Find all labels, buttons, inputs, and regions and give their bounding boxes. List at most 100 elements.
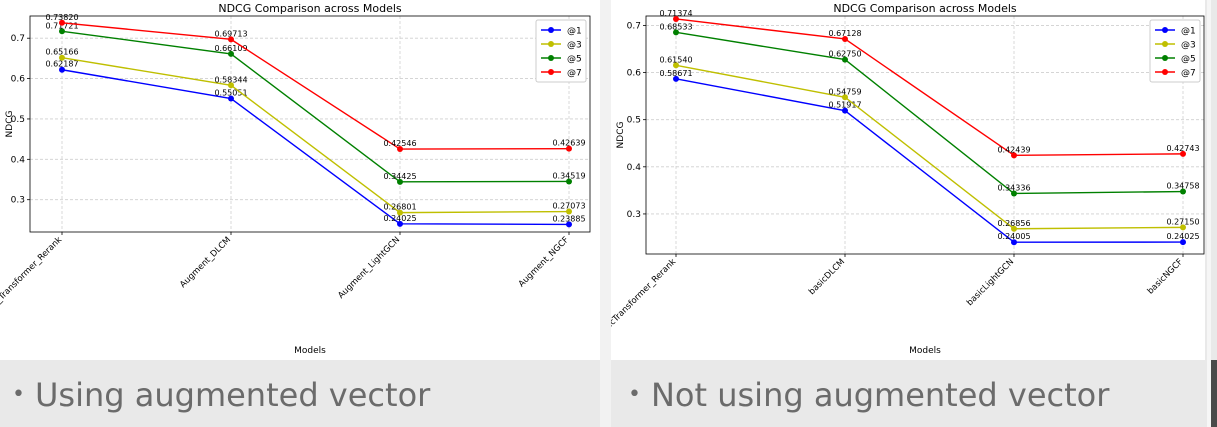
data-point <box>1011 152 1017 159</box>
y-tick-label: 0.3 <box>627 210 641 220</box>
series-line <box>61 30 570 183</box>
data-label: 0.34336 <box>997 184 1030 193</box>
legend-box <box>535 19 587 83</box>
data-label: 0.42546 <box>383 139 416 148</box>
series-line <box>61 57 570 214</box>
x-tick-label: basicLightGCN <box>965 257 1016 308</box>
y-tick-label: 0.6 <box>11 75 26 85</box>
x-tick-label: basicDLCM <box>807 257 847 297</box>
scrollbar-edge <box>1211 360 1217 427</box>
data-point <box>397 209 403 216</box>
data-label: 0.42639 <box>552 139 585 148</box>
legend-marker <box>1162 69 1168 75</box>
ndcg-chart-basic: NDCG Comparison across Models 0.3 0.4 0.5 0.… <box>595 2 1205 356</box>
data-label: 0.54759 <box>828 87 861 96</box>
data-label: 0.27073 <box>552 202 585 211</box>
data-label: 0.61540 <box>659 55 692 64</box>
x-tick-label: Augment_LightGCN <box>336 235 402 301</box>
y-tick-label: 0.5 <box>11 115 25 125</box>
caption-not-augmented: • Not using augmented vector <box>628 376 1109 414</box>
legend-entry: @7 <box>567 69 582 79</box>
panel-divider <box>600 0 611 427</box>
legend-entry: @3 <box>1181 41 1196 51</box>
legend-marker <box>1162 27 1168 33</box>
legend-entry: @1 <box>567 27 582 37</box>
caption-augmented: • Using augmented vector <box>12 376 430 414</box>
chart-panel-basic: NDCG Comparison across Models 0.3 0.4 0.5 0.… <box>595 0 1205 360</box>
y-tick-label: 0.7 <box>11 34 25 44</box>
legend-box <box>1149 19 1201 83</box>
data-label: 0.51917 <box>828 101 861 110</box>
legend-marker <box>1162 55 1168 61</box>
data-point <box>228 36 234 43</box>
data-label: 0.27150 <box>1166 217 1199 226</box>
data-label: 0.62750 <box>828 50 861 59</box>
y-tick-label: 0.7 <box>627 21 641 31</box>
data-point <box>673 75 679 82</box>
data-point <box>397 178 403 185</box>
data-point <box>1011 225 1017 232</box>
series-line <box>675 31 1184 195</box>
plot-frame <box>645 15 1205 255</box>
data-point <box>673 29 679 36</box>
data-point <box>59 19 65 26</box>
data-point <box>397 220 403 227</box>
data-label: 0.34425 <box>383 172 416 181</box>
legend-marker <box>548 27 554 33</box>
caption-not-augmented-text: Not using augmented vector <box>650 376 1110 414</box>
data-label: 0.58344 <box>214 75 247 84</box>
data-label: 0.23885 <box>552 214 585 223</box>
data-label: 0.24005 <box>997 232 1030 241</box>
x-tick-label: basicTransformer_Rerank <box>611 257 678 340</box>
plot-frame <box>29 15 591 233</box>
data-point <box>1011 239 1017 246</box>
data-point <box>673 62 679 69</box>
legend-entry: @5 <box>567 55 582 65</box>
chart-panel-augmented: NDCG Comparison across Models 0.3 0.4 0.5 0.… <box>0 0 600 360</box>
y-tick-label: 0.4 <box>627 163 642 173</box>
x-axis-label: Models <box>909 346 941 356</box>
y-tick-label: 0.3 <box>11 196 25 206</box>
data-label: 0.66109 <box>214 44 247 53</box>
data-point <box>1180 239 1186 246</box>
data-point <box>59 54 65 61</box>
series-line <box>675 64 1184 230</box>
data-label: 0.71374 <box>659 9 692 18</box>
data-point <box>566 178 572 185</box>
chart-title: NDCG Comparison across Models <box>218 2 402 15</box>
caption-augmented-text: Using augmented vector <box>34 376 431 414</box>
bullet-icon: • <box>12 382 25 407</box>
data-point <box>59 28 65 35</box>
data-point <box>1180 224 1186 231</box>
data-label: 0.24025 <box>383 214 416 223</box>
legend-marker <box>548 69 554 75</box>
data-label: 0.69713 <box>214 29 247 38</box>
data-label: 0.34519 <box>552 171 585 180</box>
series-line <box>61 69 570 226</box>
data-label: 0.62187 <box>45 60 78 69</box>
data-point <box>673 15 679 22</box>
data-label: 0.24025 <box>1166 232 1199 241</box>
legend-marker <box>548 55 554 61</box>
ndcg-chart-augmented: NDCG Comparison across Models 0.3 0.4 0.5 0.… <box>0 2 591 356</box>
data-label: 0.42439 <box>997 145 1030 154</box>
data-label: 0.55051 <box>214 89 247 98</box>
data-label: 0.68533 <box>659 22 692 31</box>
legend-marker <box>1162 41 1168 47</box>
data-point <box>566 221 572 228</box>
x-axis-label: Models <box>294 346 326 356</box>
data-label: 0.67128 <box>828 29 861 38</box>
legend-entry: @5 <box>1181 55 1196 65</box>
y-tick-label: 0.6 <box>627 69 642 79</box>
data-point <box>566 208 572 215</box>
data-label: 0.65166 <box>45 48 78 57</box>
edge-strip <box>1207 0 1211 427</box>
data-label: 0.73820 <box>45 13 78 22</box>
x-tick-label: Augment_Transformer_Rerank <box>0 235 64 333</box>
y-tick-label: 0.4 <box>11 155 26 165</box>
data-point <box>842 56 848 63</box>
data-point <box>842 35 848 42</box>
x-tick-label: Augment_DLCM <box>178 235 233 290</box>
data-point <box>842 94 848 101</box>
y-tick-label: 0.5 <box>627 116 641 126</box>
